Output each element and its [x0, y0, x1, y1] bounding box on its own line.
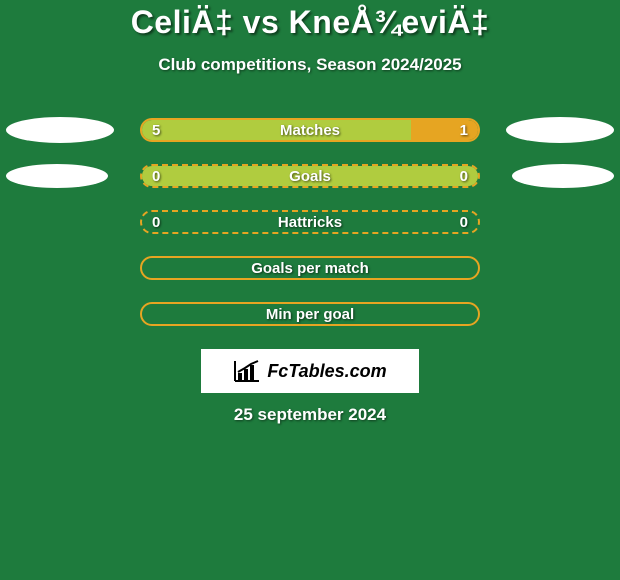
logo-block: FcTables.com: [201, 349, 419, 393]
stat-bar-min-per-goal: Min per goal: [140, 302, 480, 326]
stat-row-min-per-goal: Min per goal: [0, 291, 620, 337]
stat-right-value: 0: [460, 212, 468, 232]
stat-bar-goals: 0 Goals 0: [140, 164, 480, 188]
stat-label: Min per goal: [142, 304, 478, 324]
stat-bar-goals-per-match: Goals per match: [140, 256, 480, 280]
stat-label: Goals per match: [142, 258, 478, 278]
oval-right-0: [506, 117, 614, 143]
stat-bar-matches: 5 Matches 1: [140, 118, 480, 142]
logo-text: FcTables.com: [267, 361, 386, 382]
bar-chart-icon: [233, 359, 261, 383]
oval-right-1: [512, 164, 614, 188]
stat-row-goals: 0 Goals 0: [0, 153, 620, 199]
stat-row-matches: 5 Matches 1: [0, 107, 620, 153]
stat-row-hattricks: 0 Hattricks 0: [0, 199, 620, 245]
stat-rows: 5 Matches 1 0 Goals 0 0 Hat: [0, 107, 620, 337]
stat-label: Hattricks: [142, 212, 478, 232]
stat-row-goals-per-match: Goals per match: [0, 245, 620, 291]
stage: CeliÄ‡ vs KneÅ¾eviÄ‡ Club competitions, …: [0, 0, 620, 580]
fill-left-0: [142, 120, 411, 140]
stat-left-value: 0: [152, 212, 160, 232]
page-title: CeliÄ‡ vs KneÅ¾eviÄ‡: [0, 4, 620, 41]
date-label: 25 september 2024: [0, 405, 620, 425]
page-subtitle: Club competitions, Season 2024/2025: [0, 55, 620, 75]
fill-left-1: [142, 166, 478, 186]
oval-left-0: [6, 117, 114, 143]
stat-bar-hattricks: 0 Hattricks 0: [140, 210, 480, 234]
oval-left-1: [6, 164, 108, 188]
fill-right-0: [411, 120, 478, 140]
logo-inner: FcTables.com: [233, 359, 386, 383]
